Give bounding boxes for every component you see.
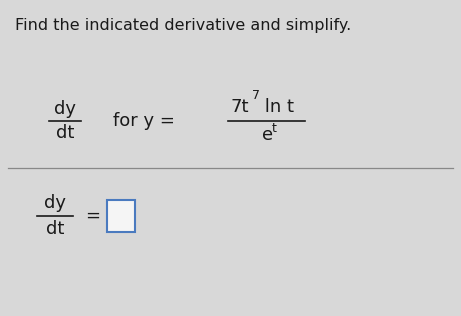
Text: dt: dt: [46, 220, 64, 238]
Text: 7t: 7t: [230, 98, 248, 116]
Text: t: t: [272, 122, 277, 135]
Text: for y =: for y =: [113, 112, 175, 130]
Text: dy: dy: [44, 194, 66, 212]
Text: 7: 7: [252, 89, 260, 102]
Text: Find the indicated derivative and simplify.: Find the indicated derivative and simpli…: [15, 18, 351, 33]
Text: e: e: [261, 126, 272, 144]
Text: =: =: [85, 207, 100, 225]
Text: ln t: ln t: [259, 98, 294, 116]
Bar: [107, 200, 135, 232]
Text: dt: dt: [56, 124, 74, 142]
Text: dy: dy: [54, 100, 76, 118]
